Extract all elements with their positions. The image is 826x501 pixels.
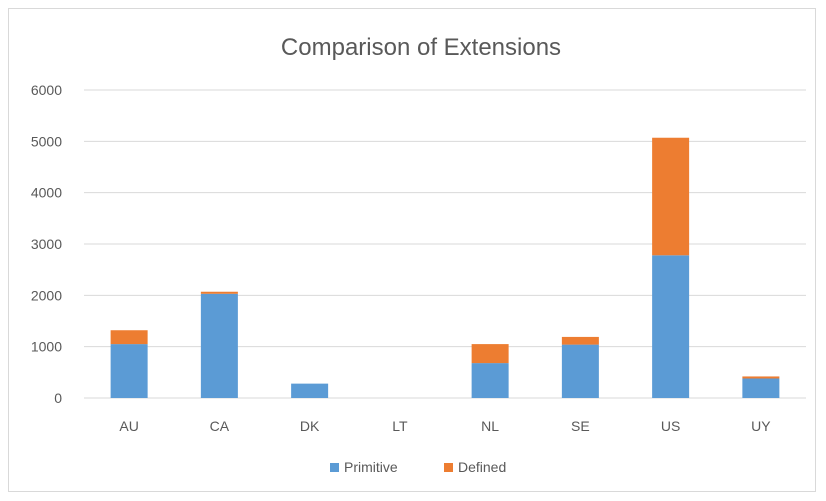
bar-primitive-uy <box>742 378 780 398</box>
chart-title: Comparison of Extensions <box>281 34 561 61</box>
y-axis: 0 1000 2000 3000 4000 5000 6000 <box>31 82 62 406</box>
y-tick-label: 5000 <box>31 133 62 149</box>
bar-primitive-nl <box>471 363 509 398</box>
x-tick-label: NL <box>481 418 499 434</box>
x-tick-label: AU <box>119 418 138 434</box>
x-tick-label: US <box>661 418 680 434</box>
legend-swatch-defined <box>444 463 453 472</box>
legend-label-defined: Defined <box>458 459 506 475</box>
legend-swatch-primitive <box>330 463 339 472</box>
y-tick-label: 4000 <box>31 185 62 201</box>
x-tick-label: LT <box>392 418 408 434</box>
y-tick-label: 0 <box>54 390 62 406</box>
bar-defined-nl <box>471 344 509 364</box>
gridlines <box>84 89 806 399</box>
bar-primitive-au <box>110 344 148 398</box>
bar-defined-uy <box>742 376 780 379</box>
y-tick-label: 1000 <box>31 339 62 355</box>
bar-defined-au <box>110 330 148 345</box>
x-tick-label: CA <box>210 418 230 434</box>
y-tick-label: 6000 <box>31 82 62 98</box>
bar-defined-ca <box>200 291 238 294</box>
bar-primitive-se <box>561 344 599 398</box>
bar-defined-se <box>561 336 599 345</box>
legend-label-primitive: Primitive <box>344 459 398 475</box>
bar-primitive-dk <box>291 383 329 398</box>
x-tick-label: DK <box>300 418 320 434</box>
x-tick-label: UY <box>751 418 771 434</box>
bar-defined-us <box>652 137 690 256</box>
bar-primitive-ca <box>200 293 238 398</box>
y-tick-label: 2000 <box>31 287 62 303</box>
bars <box>110 137 780 398</box>
legend: Primitive Defined <box>330 459 506 475</box>
y-tick-label: 3000 <box>31 236 62 252</box>
x-tick-label: SE <box>571 418 590 434</box>
bar-primitive-us <box>652 255 690 398</box>
x-axis: AU CA DK LT NL SE US UY <box>119 418 771 434</box>
